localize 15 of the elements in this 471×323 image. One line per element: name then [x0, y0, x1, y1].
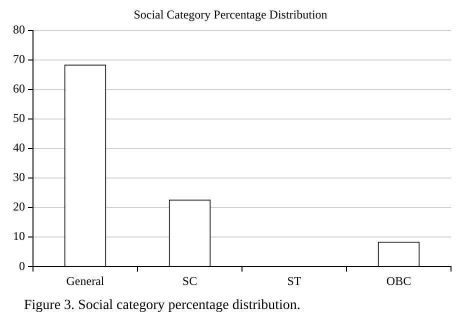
x-tick-label: SC [182, 274, 198, 288]
y-tick-label: 30 [13, 170, 25, 184]
x-tick-label: OBC [386, 274, 412, 288]
caption: Figure 3. Social category percentage distribution. [24, 298, 300, 314]
chart-title: Social Category Percentage Distribution [134, 7, 328, 22]
x-tick-label: ST [287, 274, 302, 288]
x-tick-label: General [66, 274, 105, 288]
y-tick-label: 80 [13, 22, 25, 37]
y-tick-label: 20 [13, 200, 25, 214]
y-tick-label: 50 [13, 111, 25, 126]
y-tick-label: 10 [13, 229, 25, 244]
y-tick-label: 60 [13, 82, 25, 96]
y-tick-label: 70 [13, 52, 25, 66]
y-tick-label: 0 [19, 258, 25, 273]
y-tick-label: 40 [13, 140, 25, 155]
